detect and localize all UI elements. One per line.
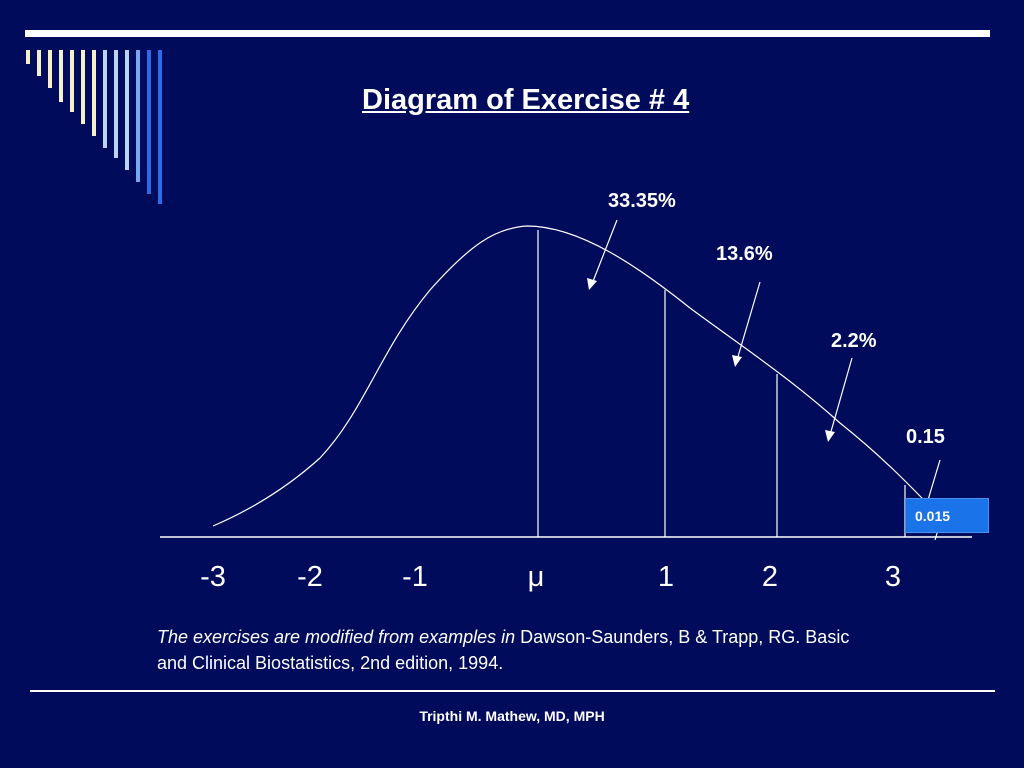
tick-plus-3: 3: [884, 561, 902, 593]
stripe: [26, 50, 30, 64]
label-0-15: 0.15: [906, 426, 945, 448]
stripe: [158, 50, 162, 204]
stripe: [37, 50, 41, 76]
decorative-stripes: [26, 50, 162, 204]
stripe: [81, 50, 85, 124]
stripe: [147, 50, 151, 194]
tick-mu: μ: [527, 561, 545, 593]
bottom-rule: [30, 690, 995, 692]
stripe: [136, 50, 140, 182]
arrow-13-6: [732, 281, 761, 367]
stripe: [125, 50, 129, 170]
tick-plus-2: 2: [761, 561, 779, 593]
tail-value: 0.015: [915, 508, 951, 524]
top-rule: [25, 30, 990, 37]
label-2-2: 2.2%: [831, 330, 877, 352]
citation-reference: Dawson-Saunders, B & Trapp, RG. Basic an…: [157, 627, 850, 673]
stripe: [70, 50, 74, 112]
bell-curve: [212, 225, 949, 527]
tick-minus-3: -3: [200, 561, 226, 593]
diagram-title: Diagram of Exercise # 4: [362, 84, 690, 116]
label-13-6: 13.6%: [716, 243, 773, 265]
arrow-2-2: [825, 357, 853, 442]
tail-value-box: 0.015: [905, 498, 989, 533]
footer-author: Tripthi M. Mathew, MD, MPH: [419, 708, 605, 724]
stripe: [92, 50, 96, 136]
tick-plus-1: 1: [657, 561, 675, 593]
tick-minus-2: -2: [297, 561, 323, 593]
label-33-35: 33.35%: [608, 190, 676, 212]
citation-italic: The exercises are modified from examples…: [157, 627, 516, 647]
stripe: [59, 50, 63, 102]
stripe: [103, 50, 107, 148]
citation: The exercises are modified from examples…: [157, 624, 877, 676]
stripe: [48, 50, 52, 88]
arrow-33-35: [587, 219, 618, 290]
stripe: [114, 50, 118, 158]
tick-minus-1: -1: [402, 561, 428, 593]
